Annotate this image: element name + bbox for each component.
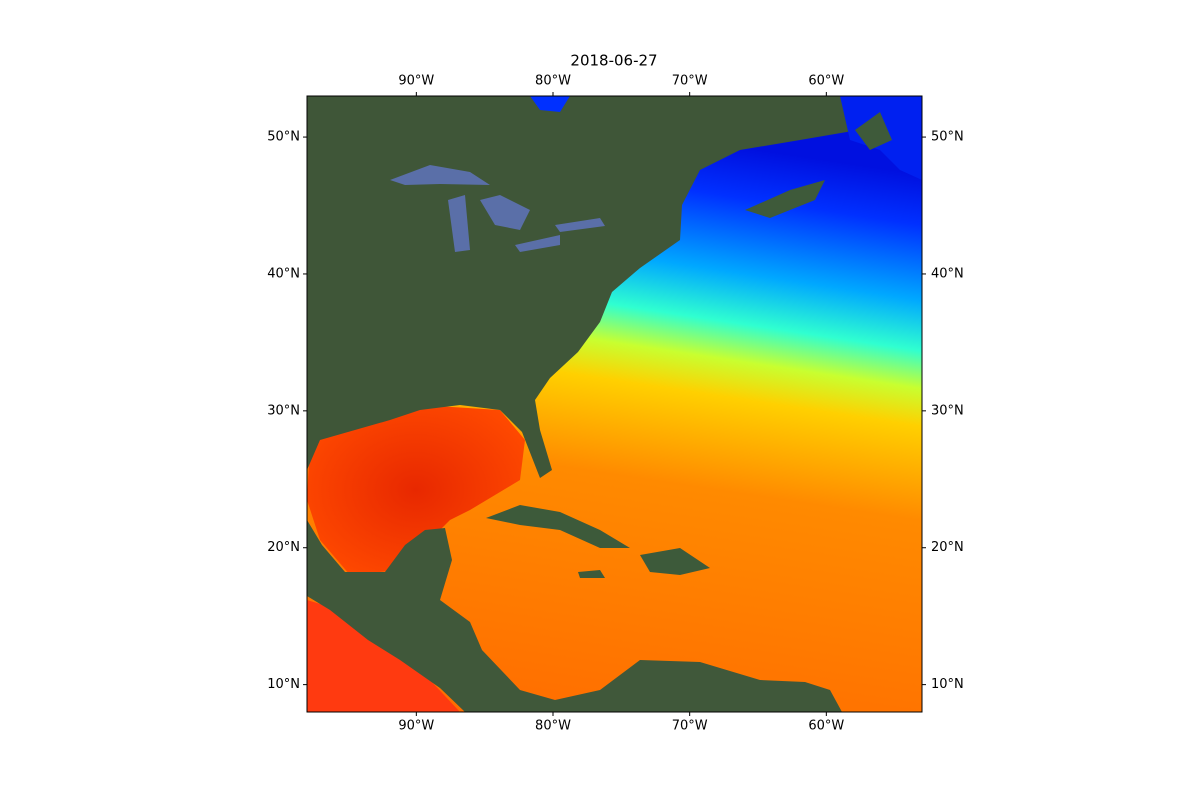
x-tick-label: 70°W: [672, 719, 708, 734]
great-lakes: [448, 195, 605, 252]
lake-superior: [390, 165, 490, 185]
central-south-america: [307, 520, 842, 712]
newfoundland: [855, 112, 892, 150]
cuba: [486, 505, 630, 548]
y-tick-label: 50°N: [931, 130, 964, 145]
x-tick-label: 90°W: [398, 74, 434, 89]
map-image: [307, 96, 922, 712]
y-tick-label: 30°N: [931, 403, 964, 418]
y-tick-label: 50°N: [267, 130, 300, 145]
nova-scotia: [745, 180, 825, 218]
hudson-bay: [530, 96, 570, 112]
y-tick-label: 40°N: [267, 266, 300, 281]
map-frame: [306, 95, 923, 713]
x-tick-label: 80°W: [535, 719, 571, 734]
y-tick-label: 20°N: [931, 540, 964, 555]
map-title: 2018-06-27: [570, 52, 657, 70]
y-tick-label: 30°N: [267, 403, 300, 418]
x-tick-label: 60°W: [808, 74, 844, 89]
y-tick-label: 20°N: [267, 540, 300, 555]
y-tick-label: 10°N: [267, 677, 300, 692]
y-tick-label: 40°N: [931, 266, 964, 281]
pacific: [307, 600, 460, 712]
x-tick-label: 80°W: [535, 74, 571, 89]
jamaica: [578, 570, 605, 578]
x-tick-label: 90°W: [398, 719, 434, 734]
hispaniola: [640, 548, 710, 575]
y-tick-label: 10°N: [931, 677, 964, 692]
x-tick-label: 60°W: [808, 719, 844, 734]
gulf-of-mexico: [307, 405, 525, 575]
north-america: [307, 96, 880, 478]
x-tick-label: 70°W: [672, 74, 708, 89]
